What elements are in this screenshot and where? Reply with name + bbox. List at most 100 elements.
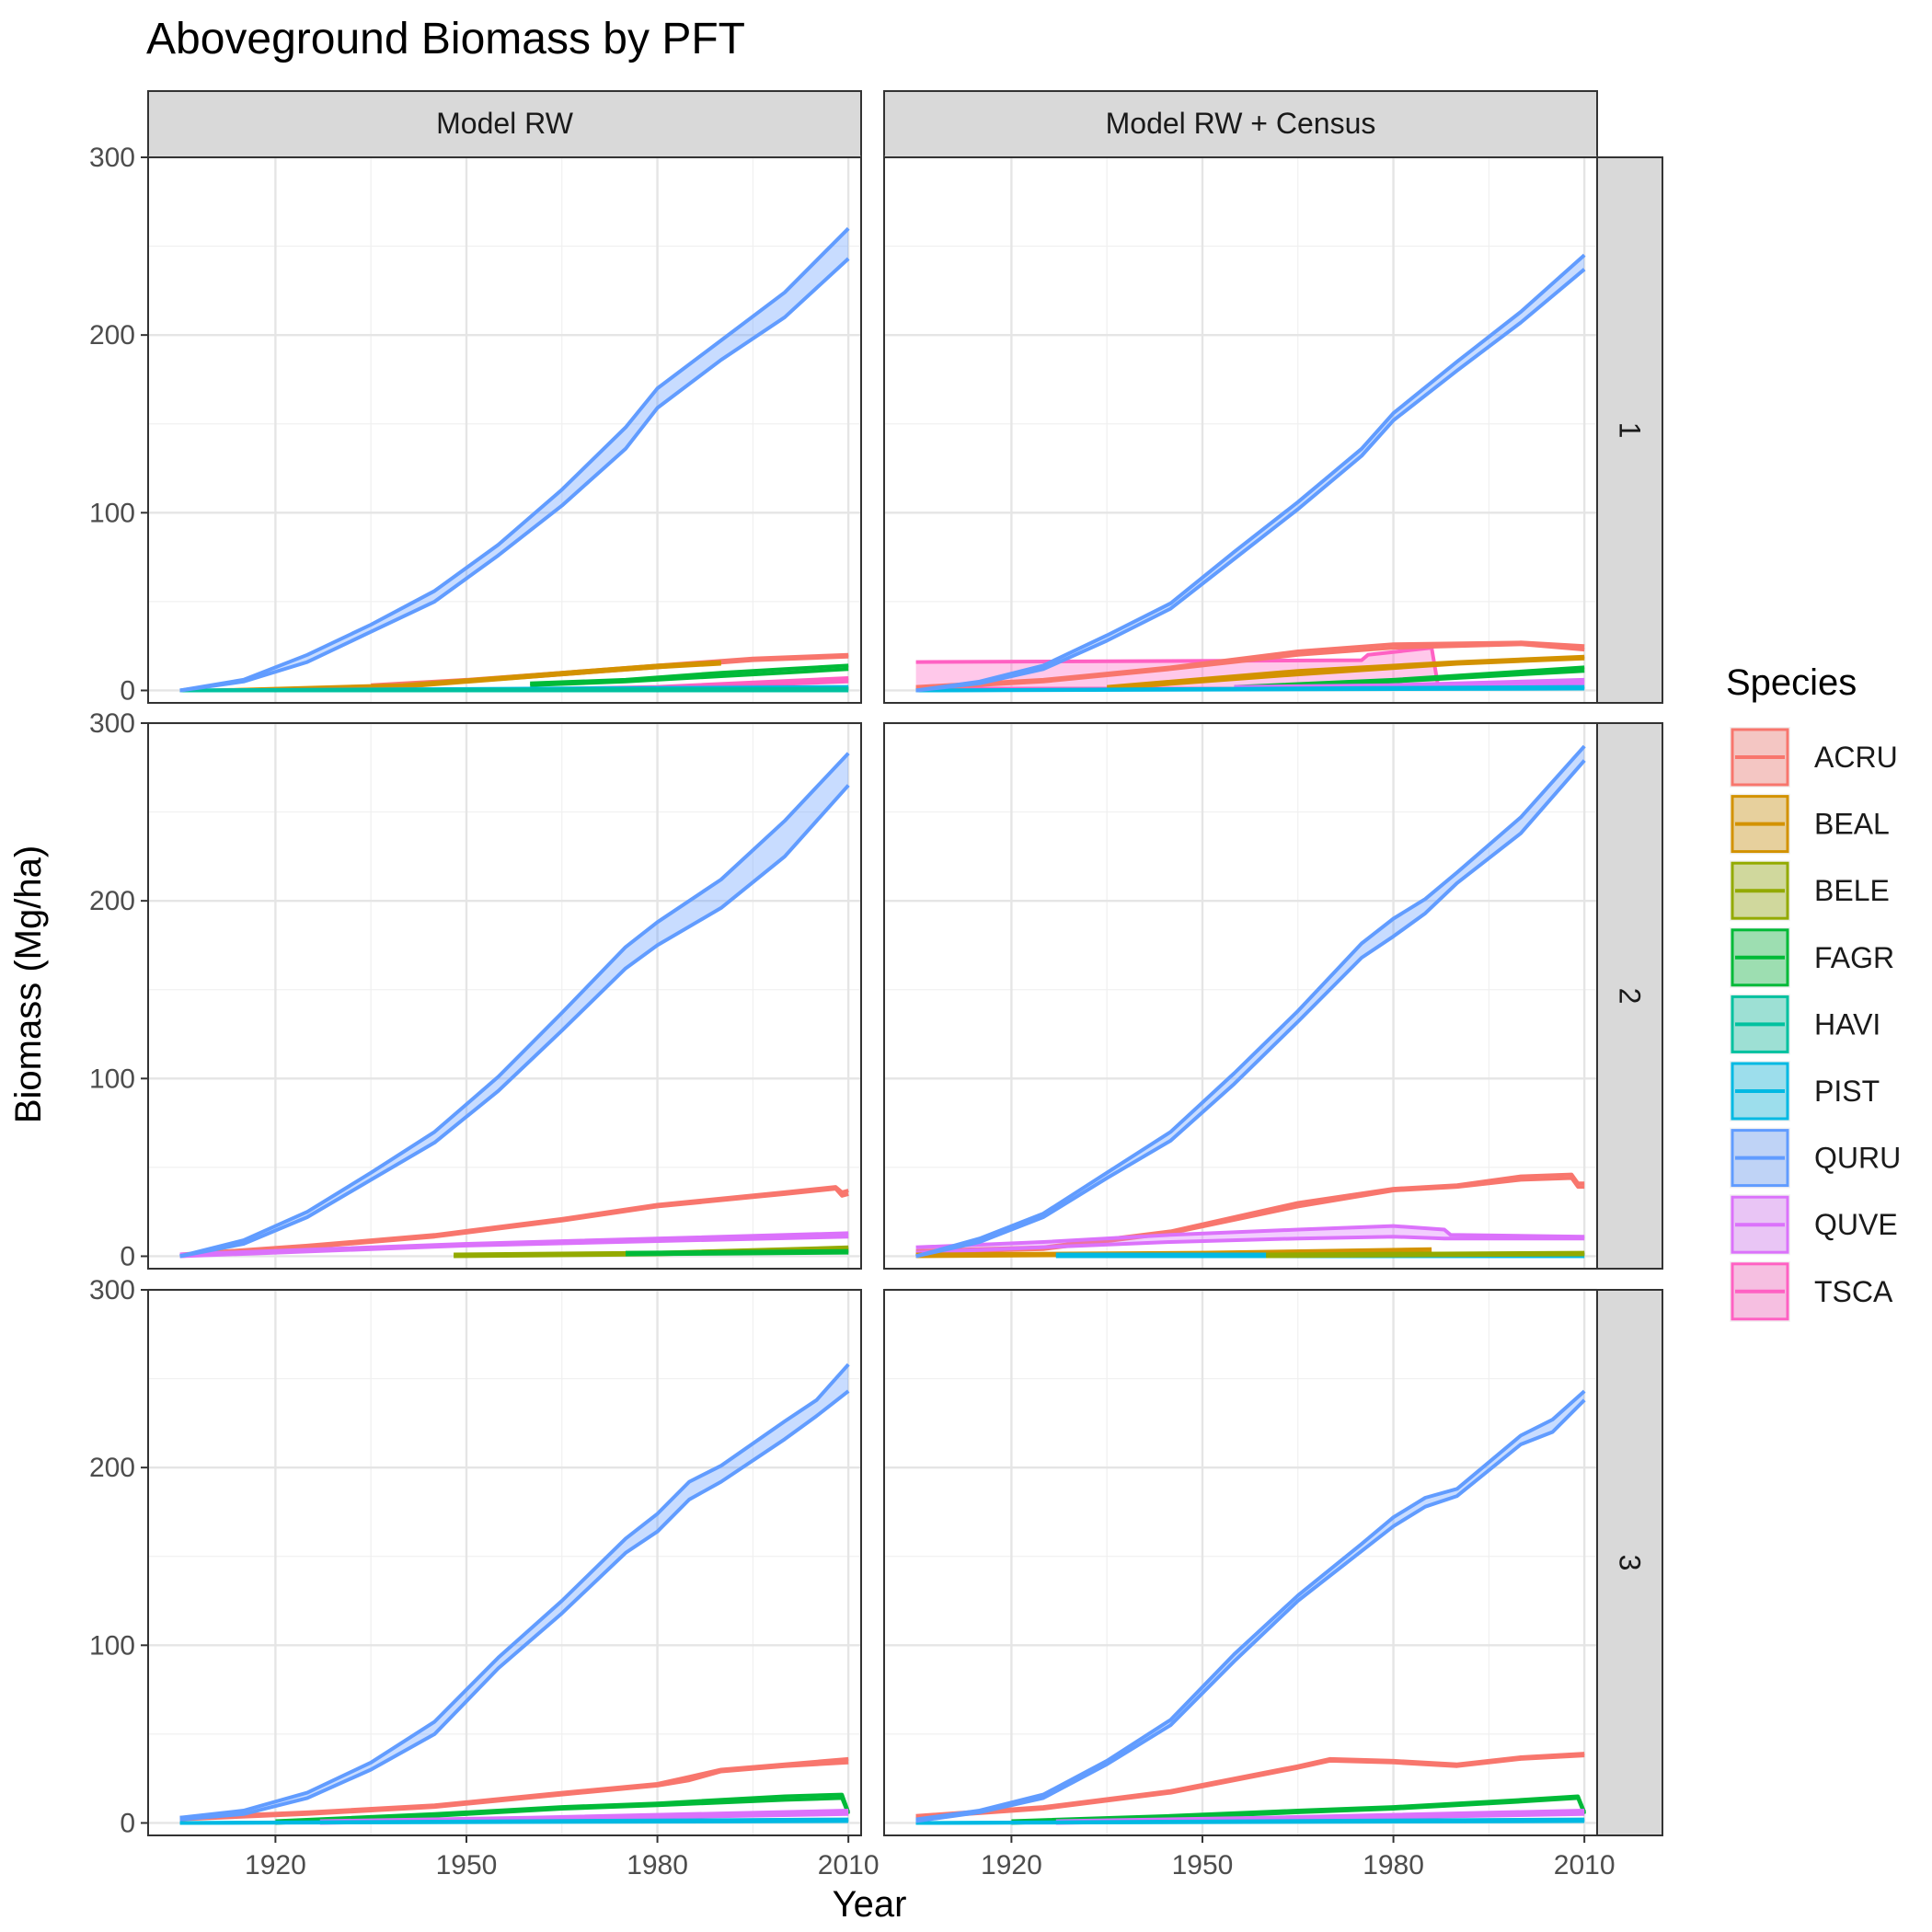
series-beal	[1107, 654, 1585, 691]
lower-line-quve	[915, 1235, 1585, 1255]
lower-line-acru	[915, 1754, 1585, 1820]
row-strip-3: 3	[1596, 1289, 1663, 1836]
upper-line-quru	[915, 744, 1586, 1259]
legend-label: FAGR	[1814, 941, 1894, 974]
x-axis-title: Year	[833, 1884, 907, 1925]
row-strip-label: 2	[1614, 988, 1647, 1005]
panel-border	[147, 1289, 862, 1836]
legend-title: Species	[1726, 662, 1857, 703]
legend-item-beal: BEAL	[1730, 793, 1890, 855]
row-strip-background	[1596, 1289, 1663, 1836]
y-tick-label: 300	[89, 1275, 135, 1305]
y-tick-label: 100	[89, 498, 135, 528]
lower-line-pist	[179, 1819, 849, 1825]
panel-border	[883, 156, 1598, 704]
series-quru	[915, 1389, 1586, 1823]
series-quru	[915, 744, 1586, 1259]
y-tick-label: 200	[89, 886, 135, 916]
panel-background	[148, 1290, 861, 1835]
legend-label: QURU	[1814, 1142, 1901, 1175]
column-strip-label: Model RW	[436, 107, 574, 140]
panel-background	[148, 723, 861, 1269]
upper-line-quru	[915, 253, 1586, 693]
upper-line-quru	[179, 752, 850, 1259]
series-acru	[179, 1185, 849, 1259]
legend-label: QUVE	[1814, 1208, 1898, 1241]
series-fagr	[625, 1248, 849, 1257]
row-strip-1: 1	[1596, 156, 1663, 704]
y-axis-title: Biomass (Mg/ha)	[8, 845, 49, 1123]
x-tick-label: 1950	[1172, 1850, 1234, 1880]
panel-model-rw-census-row-2	[883, 721, 1598, 1270]
panel-border	[883, 722, 1598, 1270]
legend-item-havi: HAVI	[1730, 994, 1880, 1055]
legend-item-pist: PIST	[1730, 1061, 1880, 1121]
series-quve	[179, 1231, 849, 1259]
lower-line-fagr	[530, 667, 849, 687]
legend-label: ACRU	[1814, 741, 1898, 774]
series-quru	[179, 226, 850, 693]
lower-line-pist	[915, 1819, 1585, 1825]
legend: Species ACRU BEAL BELE FAGR HAVI PIST QURU QUVE…	[1726, 662, 1901, 1322]
panel-model-rw-row-1: 0 100 200 300	[89, 143, 862, 706]
x-tick-label: 1920	[981, 1850, 1042, 1880]
y-tick-label: 300	[89, 708, 135, 739]
lower-line-quru	[915, 1398, 1586, 1823]
x-tick-label: 1950	[436, 1850, 498, 1880]
series-havi	[179, 686, 849, 693]
lower-line-acru	[179, 1187, 849, 1259]
legend-item-bele: BELE	[1730, 860, 1890, 922]
panel-background	[884, 1290, 1597, 1835]
legend-label: TSCA	[1814, 1275, 1893, 1308]
column-strip-background	[883, 90, 1598, 158]
y-tick-label: 100	[89, 1064, 135, 1094]
row-strip-label: 3	[1614, 1555, 1647, 1571]
y-tick-label: 200	[89, 1453, 135, 1483]
column-strip-label: Model RW + Census	[1106, 107, 1376, 140]
x-tick-label: 1920	[245, 1850, 306, 1880]
panel-model-rw-census-row-1	[883, 155, 1598, 704]
legend-item-quru: QURU	[1730, 1127, 1901, 1189]
series-quru	[915, 253, 1586, 693]
legend-label: PIST	[1814, 1075, 1880, 1108]
legend-item-acru: ACRU	[1730, 727, 1898, 788]
lower-line-quve	[179, 1235, 849, 1259]
legend-label: HAVI	[1814, 1007, 1880, 1041]
upper-line-quru	[179, 226, 850, 693]
lower-line-acru	[179, 1760, 849, 1822]
column-strip-model-rw: Model RW	[147, 90, 862, 158]
lower-line-quru	[179, 257, 850, 693]
series-acru	[179, 1756, 849, 1822]
panel-model-rw-row-3: 0 100 200 300 1920 1950 1980 2010	[89, 1275, 880, 1880]
legend-label: BELE	[1814, 874, 1890, 907]
row-strip-2: 2	[1596, 722, 1663, 1270]
lower-line-quru	[915, 268, 1586, 693]
row-strip-label: 1	[1614, 422, 1647, 439]
panel-model-rw-census-row-3: 1920 1950 1980 2010	[883, 1288, 1616, 1880]
panel-background	[148, 157, 861, 703]
series-quve	[915, 1224, 1585, 1255]
row-strip-background	[1596, 722, 1663, 1270]
lower-line-acru	[915, 1176, 1585, 1255]
series-acru	[915, 640, 1585, 691]
lower-line-quru	[915, 759, 1586, 1259]
upper-line-quru	[179, 1363, 850, 1820]
x-tick-label: 2010	[1554, 1850, 1616, 1880]
legend-item-fagr: FAGR	[1730, 926, 1894, 988]
lower-line-quru	[179, 784, 850, 1259]
chart-title: Aboveground Biomass by PFT	[146, 15, 745, 63]
panel-background	[884, 157, 1597, 703]
series-quru	[179, 1363, 850, 1822]
y-tick-label: 0	[120, 675, 135, 706]
x-tick-label: 1980	[627, 1850, 688, 1880]
panel-model-rw-row-2: 0 100 200 300	[89, 708, 862, 1271]
lower-line-fagr	[275, 1796, 851, 1825]
panel-border	[883, 1289, 1598, 1836]
y-tick-label: 200	[89, 320, 135, 351]
legend-item-quve: QUVE	[1730, 1194, 1898, 1256]
panel-background	[884, 723, 1597, 1269]
y-tick-label: 100	[89, 1630, 135, 1661]
series-pist	[915, 1817, 1585, 1825]
lower-line-bele	[1266, 1252, 1585, 1259]
